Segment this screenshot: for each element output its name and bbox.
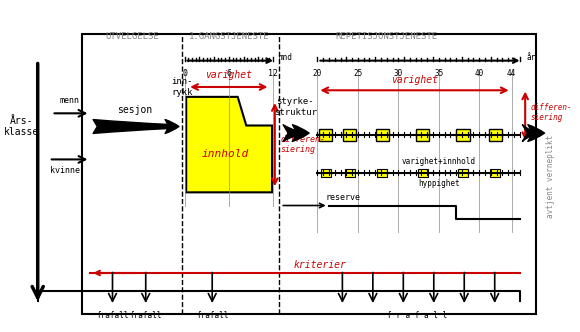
Bar xyxy=(458,169,468,177)
Text: reserve: reserve xyxy=(326,193,361,202)
Polygon shape xyxy=(186,97,272,192)
Bar xyxy=(456,129,470,141)
Text: avtjent verneplikt: avtjent verneplikt xyxy=(546,134,554,217)
Text: f r a f a l l: f r a f a l l xyxy=(387,311,447,320)
Text: sesjon: sesjon xyxy=(117,105,153,115)
Text: 6: 6 xyxy=(226,69,231,78)
Bar xyxy=(343,129,357,141)
Text: differen-
siering: differen- siering xyxy=(531,103,572,122)
Text: differen-
siering: differen- siering xyxy=(280,135,325,154)
Bar xyxy=(491,169,501,177)
Bar xyxy=(375,129,389,141)
Text: 44: 44 xyxy=(507,69,516,78)
Bar xyxy=(377,169,387,177)
Text: styrke-
struktur: styrke- struktur xyxy=(274,97,317,117)
Text: UTVELGELSE: UTVELGELSE xyxy=(105,32,159,41)
Text: kvinne: kvinne xyxy=(50,166,81,175)
Bar xyxy=(489,129,502,141)
Text: kriterier: kriterier xyxy=(294,260,347,270)
Text: menn: menn xyxy=(60,96,80,105)
Bar xyxy=(345,169,355,177)
Bar xyxy=(416,129,429,141)
Text: REPETISJONSTJENESTE: REPETISJONSTJENESTE xyxy=(336,32,438,41)
Text: varighet+innhold: varighet+innhold xyxy=(402,157,476,166)
Bar xyxy=(418,169,427,177)
Text: 25: 25 xyxy=(353,69,362,78)
Text: varighet: varighet xyxy=(391,75,438,85)
Text: 12: 12 xyxy=(268,69,278,78)
Text: 40: 40 xyxy=(474,69,484,78)
Text: Års-
klasse: Års- klasse xyxy=(3,116,39,137)
Bar xyxy=(319,129,332,141)
Bar xyxy=(82,34,536,314)
Text: år: år xyxy=(526,53,535,62)
Text: frafall: frafall xyxy=(196,311,229,320)
Text: 20: 20 xyxy=(313,69,322,78)
Text: hyppighet: hyppighet xyxy=(418,179,459,188)
Text: 35: 35 xyxy=(434,69,443,78)
Text: frafall: frafall xyxy=(96,311,129,320)
Text: innhold: innhold xyxy=(201,149,248,159)
Text: varighet: varighet xyxy=(205,70,252,80)
Text: inn-
rykk: inn- rykk xyxy=(171,77,193,97)
Bar xyxy=(321,169,331,177)
Text: mnd: mnd xyxy=(278,53,292,62)
Text: 30: 30 xyxy=(394,69,403,78)
Text: 1.GANGSTJENESTE: 1.GANGSTJENESTE xyxy=(188,32,269,41)
Text: 0: 0 xyxy=(182,69,187,78)
Text: frafall: frafall xyxy=(129,311,162,320)
